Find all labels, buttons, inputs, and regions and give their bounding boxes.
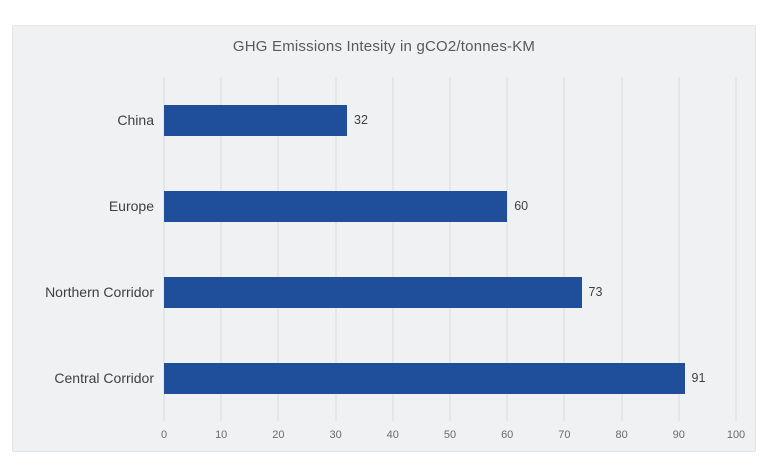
x-tick-label: 10	[215, 429, 228, 441]
value-label: 60	[514, 199, 529, 213]
gridline	[163, 77, 165, 421]
gridline	[335, 77, 337, 421]
x-tick-label: 30	[329, 429, 342, 441]
bar	[164, 104, 348, 136]
bar-row: Central Corridor 91	[54, 335, 736, 421]
gridline	[220, 77, 222, 421]
x-axis: 0 10 20 30 40 50 60 70 80 90 100	[160, 429, 745, 445]
category-label: Northern Corridor	[45, 284, 154, 300]
x-tick-label: 70	[558, 429, 571, 441]
bar-row: Northern Corridor 73	[45, 249, 736, 335]
gridline	[392, 77, 394, 421]
category-label: Central Corridor	[54, 370, 154, 386]
category-label: China	[117, 112, 154, 128]
x-tick-label: 90	[672, 429, 685, 441]
gridline	[449, 77, 451, 421]
category-label: Europe	[108, 198, 154, 214]
bar-row: Europe 60	[109, 163, 736, 249]
gridline	[277, 77, 279, 421]
gridline	[506, 77, 508, 421]
plot-area: China 32 Europe 60 Northern Corridor 73 Centra…	[45, 77, 737, 421]
bar	[164, 190, 508, 222]
value-label: 32	[354, 113, 368, 127]
gridline	[735, 77, 737, 421]
chart-title: GHG Emissions Intesity in gCO2/tonnes-KM	[232, 38, 536, 55]
bar	[164, 362, 685, 394]
value-label: 73	[588, 285, 603, 299]
x-tick-label: 60	[501, 429, 514, 441]
x-tick-label: 0	[160, 429, 168, 441]
gridline	[563, 77, 565, 421]
gridline	[678, 77, 680, 421]
x-tick-label: 50	[443, 429, 457, 441]
x-tick-label: 100	[726, 429, 746, 441]
x-tick-label: 80	[615, 429, 628, 441]
chart-container: GHG Emissions Intesity in gCO2/tonnes-KM…	[12, 25, 756, 452]
x-tick-label: 40	[386, 429, 399, 441]
gridline	[621, 77, 623, 421]
value-label: 91	[691, 371, 706, 385]
x-tick-label: 20	[272, 429, 285, 441]
bar-row: China 32	[117, 77, 736, 163]
bar	[164, 276, 582, 308]
